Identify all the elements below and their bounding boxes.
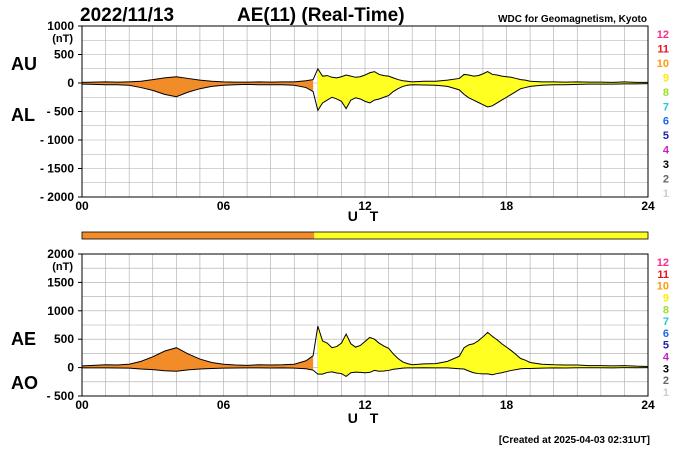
status-segment xyxy=(314,232,648,239)
created-timestamp: [Created at 2025-04-03 02:31UT] xyxy=(499,435,650,446)
ae-ao-frame xyxy=(81,253,649,397)
date-title: 2022/11/13 xyxy=(80,5,174,26)
ao-label: AO xyxy=(11,373,38,393)
y-tick-label: - 2000 xyxy=(40,190,74,204)
x-tick-label: 00 xyxy=(75,398,89,412)
station-level-7: 7 xyxy=(663,316,669,328)
station-level-6: 6 xyxy=(663,328,669,340)
au-al-x-axis-label: U T xyxy=(348,208,383,224)
station-level-5: 5 xyxy=(663,340,669,352)
station-level-1: 1 xyxy=(663,387,669,399)
x-tick-label: 24 xyxy=(641,398,655,412)
x-tick-label: 12 xyxy=(358,199,372,213)
station-level-3: 3 xyxy=(663,363,669,375)
ae-ao-x-ticks: 00 06 12 18 24 xyxy=(75,398,655,412)
station-level-3: 3 xyxy=(663,159,669,171)
al-area xyxy=(317,83,648,111)
x-tick-label: 06 xyxy=(217,199,231,213)
y-tick-label: 1500 xyxy=(47,275,74,289)
ae-line xyxy=(81,325,649,367)
x-tick-label: 12 xyxy=(358,398,372,412)
y-tick-label: - 1000 xyxy=(40,133,74,147)
y-tick-label: 0 xyxy=(67,361,74,375)
y-tick-label: 500 xyxy=(54,48,74,62)
y-tick-label: 0 xyxy=(67,76,74,90)
station-level-5: 5 xyxy=(663,130,669,142)
al-line xyxy=(81,83,649,112)
station-level-12: 12 xyxy=(657,257,669,269)
ae-ao-unit: (nT) xyxy=(52,261,73,273)
au-label: AU xyxy=(11,54,37,74)
station-level-9: 9 xyxy=(663,72,669,84)
status-segment xyxy=(82,232,315,239)
station-level-11: 11 xyxy=(657,43,669,55)
data-source: WDC for Geomagnetism, Kyoto xyxy=(498,14,647,25)
station-level-12: 12 xyxy=(657,29,669,41)
y-tick-label: 2000 xyxy=(47,247,74,261)
y-tick-label: 1000 xyxy=(47,19,74,33)
ae-ao-y-ticks: 2000 1500 1000 500 0 - 500 xyxy=(47,247,82,403)
status-bar-frame xyxy=(81,231,649,240)
station-level-8: 8 xyxy=(663,304,669,316)
x-tick-label: 24 xyxy=(641,199,655,213)
station-level-10: 10 xyxy=(657,281,669,293)
y-tick-label: 1000 xyxy=(47,304,74,318)
station-level-4: 4 xyxy=(663,352,670,364)
y-tick-label: - 500 xyxy=(47,389,75,403)
index-title: AE(11) (Real-Time) xyxy=(237,5,405,26)
ae-ao-grid xyxy=(82,254,648,396)
station-level-2: 2 xyxy=(663,174,669,186)
x-tick-label: 06 xyxy=(217,398,231,412)
au-al-areas xyxy=(81,67,649,112)
au-al-grid xyxy=(82,26,648,197)
x-tick-label: 18 xyxy=(500,398,514,412)
al-label: AL xyxy=(11,105,35,125)
al-area xyxy=(82,83,314,97)
x-tick-label: 18 xyxy=(500,199,514,213)
station-level-11: 11 xyxy=(657,269,669,281)
station-level-9: 9 xyxy=(663,292,669,304)
station-level-2: 2 xyxy=(663,375,669,387)
ae-ao-areas xyxy=(81,325,649,378)
ao-line xyxy=(82,367,649,378)
station-level-10: 10 xyxy=(657,58,669,70)
y-tick-label: - 500 xyxy=(47,105,75,119)
station-level-6: 6 xyxy=(663,116,669,128)
y-tick-label: 500 xyxy=(54,332,74,346)
station-level-8: 8 xyxy=(663,87,669,99)
au-al-y-ticks: 1000 500 0 - 500 - 1000 - 1500 - 2000 xyxy=(40,19,82,204)
station-level-1: 1 xyxy=(663,188,669,200)
station-level-7: 7 xyxy=(663,101,669,113)
ae-ao-area xyxy=(317,326,648,377)
y-tick-label: - 1500 xyxy=(40,162,74,176)
station-level-4: 4 xyxy=(663,145,670,157)
au-al-station-levels: 12 11 10 9 8 7 6 5 4 3 2 1 xyxy=(657,29,670,200)
au-area xyxy=(317,68,648,83)
au-al-x-ticks: 00 06 12 18 24 xyxy=(75,199,655,213)
ae-label: AE xyxy=(11,329,36,349)
au-line xyxy=(81,67,648,83)
ae-ao-x-axis-label: U T xyxy=(348,410,383,426)
x-tick-label: 00 xyxy=(75,199,89,213)
au-al-unit: (nT) xyxy=(52,33,73,45)
station-status-bar xyxy=(81,231,649,240)
